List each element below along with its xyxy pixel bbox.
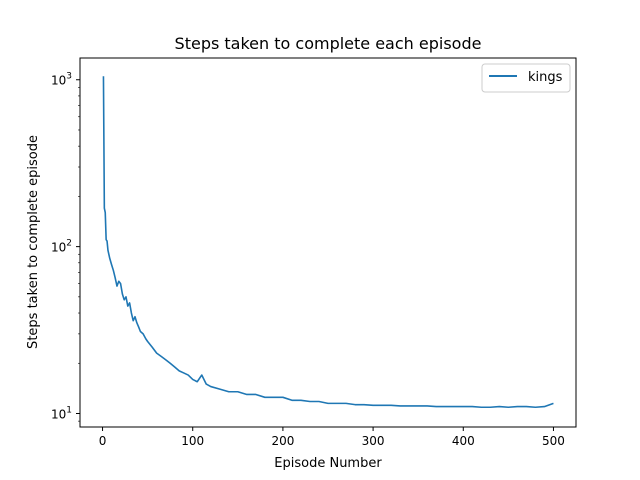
y-tick-label: 103 bbox=[51, 72, 72, 88]
x-tick-label: 300 bbox=[362, 434, 385, 448]
x-tick-label: 0 bbox=[99, 434, 107, 448]
x-axis-label: Episode Number bbox=[274, 456, 382, 471]
x-tick-label: 500 bbox=[542, 434, 565, 448]
legend-label: kings bbox=[528, 70, 563, 85]
y-tick-label: 101 bbox=[51, 405, 72, 421]
x-tick-label: 200 bbox=[271, 434, 294, 448]
plot-frame bbox=[79, 57, 577, 428]
y-axis-label: Steps taken to complete episode bbox=[26, 135, 41, 349]
x-axis-ticks: 0 100 200 300 400 500 bbox=[99, 427, 565, 448]
series-line-kings bbox=[102, 76, 554, 409]
legend-box bbox=[481, 63, 571, 93]
series-layer bbox=[102, 76, 554, 409]
x-tick-label: 400 bbox=[452, 434, 475, 448]
chart-title: Steps taken to complete each episode bbox=[175, 34, 482, 53]
y-tick-label: 102 bbox=[51, 239, 72, 255]
legend: kings bbox=[481, 63, 571, 93]
x-tick-label: 100 bbox=[181, 434, 204, 448]
y-axis-ticks: 101 102 103 bbox=[51, 72, 80, 421]
